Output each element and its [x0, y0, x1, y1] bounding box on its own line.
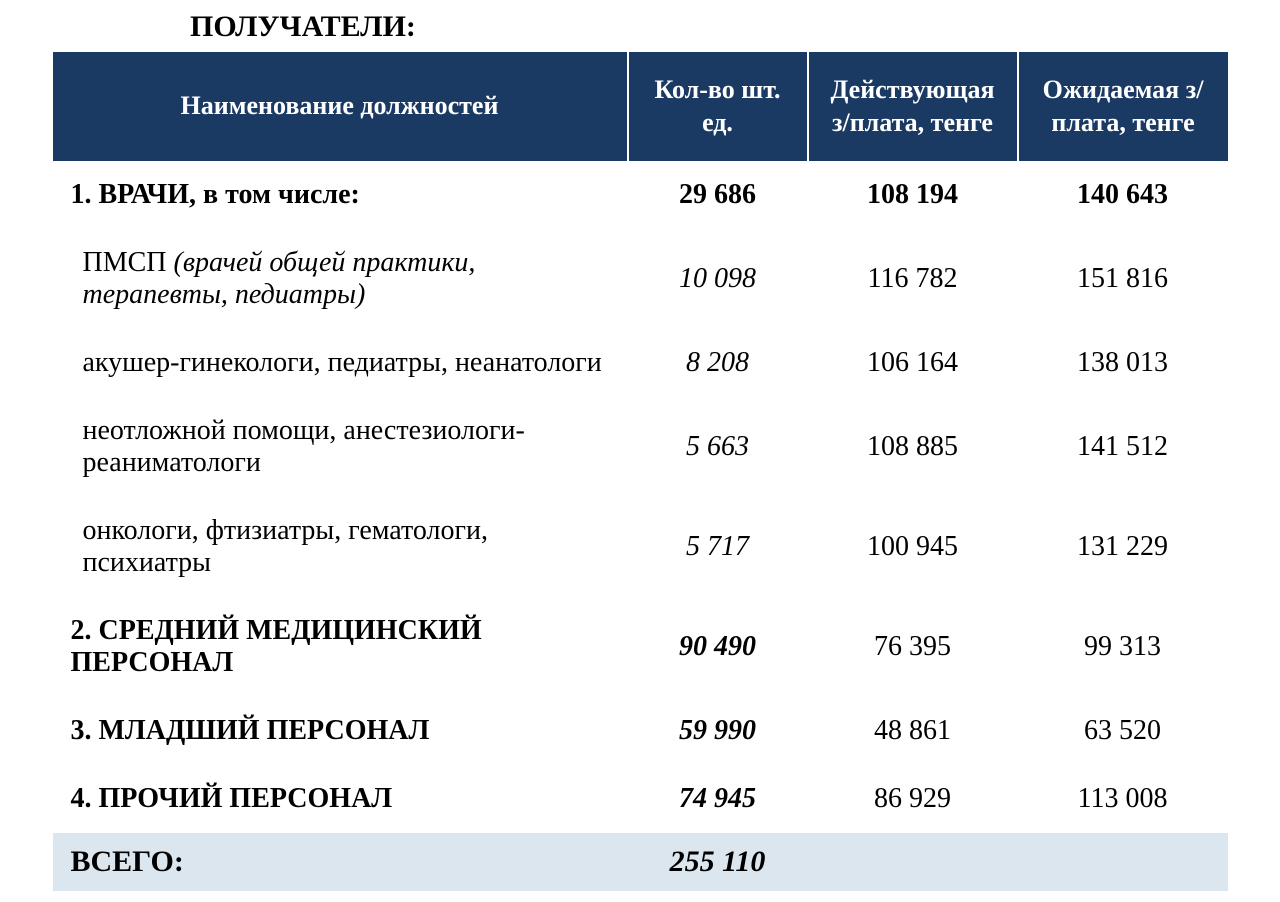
cell-total-current	[808, 833, 1018, 891]
cell-expected: 113 008	[1018, 765, 1228, 833]
col-header-name: Наименование должностей	[53, 52, 628, 161]
table-header-row: Наименование должностей Кол-во шт. ед. Д…	[53, 52, 1228, 161]
cell-qty: 5 663	[628, 397, 808, 497]
cell-expected: 138 013	[1018, 329, 1228, 397]
table-row: 3. МЛАДШИЙ ПЕРСОНАЛ 59 990 48 861 63 520	[53, 697, 1228, 765]
table-row: онкологи, фтизиатры, гематологи, психиат…	[53, 497, 1228, 597]
table-total-row: ВСЕГО: 255 110	[53, 833, 1228, 891]
cell-qty: 29 686	[628, 161, 808, 229]
table-row: 1. ВРАЧИ, в том числе: 29 686 108 194 14…	[53, 161, 1228, 229]
cell-name: 3. МЛАДШИЙ ПЕРСОНАЛ	[53, 697, 628, 765]
cell-name: акушер-гинекологи, педиатры, неанатологи	[53, 329, 628, 397]
table-row: 4. ПРОЧИЙ ПЕРСОНАЛ 74 945 86 929 113 008	[53, 765, 1228, 833]
cell-current: 106 164	[808, 329, 1018, 397]
cell-total-label: ВСЕГО:	[53, 833, 628, 891]
cell-expected: 99 313	[1018, 597, 1228, 697]
cell-expected: 140 643	[1018, 161, 1228, 229]
table-row: 2. СРЕДНИЙ МЕДИЦИНСКИЙ ПЕРСОНАЛ 90 490 7…	[53, 597, 1228, 697]
cell-qty: 90 490	[628, 597, 808, 697]
col-header-expected: Ожидаемая з/плата, тенге	[1018, 52, 1228, 161]
table-row: неотложной помощи, анестезиологи-реанима…	[53, 397, 1228, 497]
cell-total-expected	[1018, 833, 1228, 891]
cell-qty: 5 717	[628, 497, 808, 597]
cell-qty: 8 208	[628, 329, 808, 397]
cell-expected: 63 520	[1018, 697, 1228, 765]
cell-name: онкологи, фтизиатры, гематологи, психиат…	[53, 497, 628, 597]
cell-current: 108 885	[808, 397, 1018, 497]
cell-current: 48 861	[808, 697, 1018, 765]
cell-qty: 74 945	[628, 765, 808, 833]
cell-expected: 131 229	[1018, 497, 1228, 597]
table-row: акушер-гинекологи, педиатры, неанатологи…	[53, 329, 1228, 397]
col-header-current: Действующая з/плата, тенге	[808, 52, 1018, 161]
cell-name-prefix: ПМСП	[83, 247, 167, 278]
cell-current: 116 782	[808, 229, 1018, 329]
cell-name: 1. ВРАЧИ, в том числе:	[53, 161, 628, 229]
page-title: ПОЛУЧАТЕЛИ:	[190, 10, 1250, 44]
cell-current: 100 945	[808, 497, 1018, 597]
cell-name: 2. СРЕДНИЙ МЕДИЦИНСКИЙ ПЕРСОНАЛ	[53, 597, 628, 697]
col-header-qty: Кол-во шт. ед.	[628, 52, 808, 161]
table-row: ПМСП (врачей общей практики, терапевты, …	[53, 229, 1228, 329]
cell-current: 108 194	[808, 161, 1018, 229]
cell-name: неотложной помощи, анестезиологи-реанима…	[53, 397, 628, 497]
cell-name: 4. ПРОЧИЙ ПЕРСОНАЛ	[53, 765, 628, 833]
cell-expected: 141 512	[1018, 397, 1228, 497]
cell-qty: 59 990	[628, 697, 808, 765]
cell-total-qty: 255 110	[628, 833, 808, 891]
cell-current: 76 395	[808, 597, 1018, 697]
cell-expected: 151 816	[1018, 229, 1228, 329]
cell-name: ПМСП (врачей общей практики, терапевты, …	[53, 229, 628, 329]
cell-qty: 10 098	[628, 229, 808, 329]
cell-current: 86 929	[808, 765, 1018, 833]
salary-table: Наименование должностей Кол-во шт. ед. Д…	[53, 52, 1228, 891]
